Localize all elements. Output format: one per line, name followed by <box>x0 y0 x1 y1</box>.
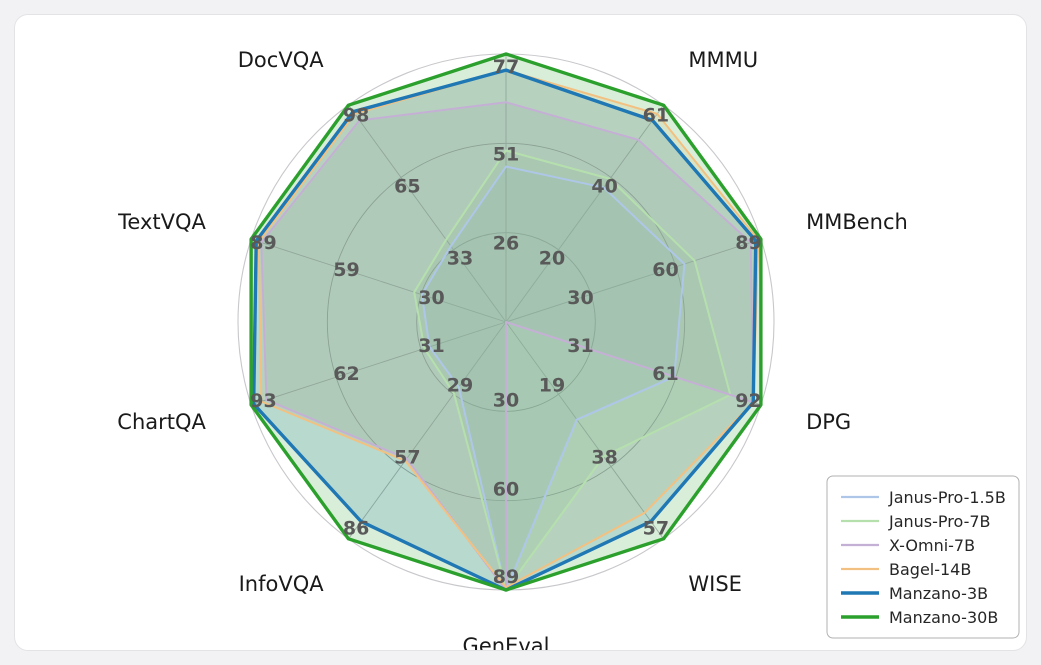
axis-tick-label: 89 <box>493 566 519 588</box>
axis-label-dpg: DPG <box>806 410 851 434</box>
axis-spoke <box>348 321 507 540</box>
axis-tick-label: 89 <box>250 232 276 254</box>
axis-label-wise: WISE <box>688 572 742 596</box>
axis-tick-label: 61 <box>652 363 678 385</box>
legend-label-6[interactable]: Manzano-30B <box>889 608 998 627</box>
axis-spoke <box>505 321 664 540</box>
series-area-1 <box>421 166 685 590</box>
axis-tick-label: 26 <box>493 233 519 255</box>
legend-label-1[interactable]: Janus-Pro-1.5B <box>888 488 1006 507</box>
axis-tick-label: 40 <box>591 175 617 197</box>
radar-chart: 26 51 77 20 40 61 30 60 89 31 61 92 19 38 57 30 60 89 29 57… <box>15 15 1026 651</box>
axis-label-docvqa: DocVQA <box>238 48 324 72</box>
chart-legend[interactable]: Janus-Pro-1.5B Janus-Pro-7B X-Omni-7B Bagel… <box>826 475 1020 639</box>
axis-spoke <box>250 238 507 323</box>
axis-tick-label: 77 <box>493 56 519 78</box>
axis-tick-label: 31 <box>567 335 593 357</box>
axis-tick-label: 61 <box>643 105 669 127</box>
tick-label-layer: 26 51 77 20 40 61 30 60 89 31 61 92 19 38 57 30 60 89 29 57… <box>250 56 761 588</box>
axis-label-geneval: GenEval <box>463 634 550 651</box>
axis-tick-label: 51 <box>493 143 519 165</box>
axis-spoke <box>505 238 762 323</box>
series-area-2 <box>414 150 731 591</box>
legend-label-5[interactable]: Manzano-3B <box>889 584 988 603</box>
series-line-6 <box>249 52 763 592</box>
legend-background <box>826 475 1020 639</box>
legend-label-3[interactable]: X-Omni-7B <box>889 536 975 555</box>
axis-tick-label: 29 <box>447 374 473 396</box>
legend-label-4[interactable]: Bagel-14B <box>889 560 971 579</box>
axis-spoke <box>348 104 507 323</box>
series-area-3 <box>261 102 754 591</box>
axis-label-chartqa: ChartQA <box>117 410 206 434</box>
axis-spoke <box>250 321 507 406</box>
axis-tick-label: 65 <box>394 175 420 197</box>
axis-label-textvqa: TextVQA <box>117 210 206 234</box>
axis-label-layer: MathvistaMMMUMMBenchDPGWISEGenEvalInfoVQ… <box>117 48 908 651</box>
axis-tick-label: 93 <box>250 390 276 412</box>
axis-tick-label: 60 <box>493 479 519 501</box>
axis-tick-label: 57 <box>394 447 420 469</box>
series-line-layer <box>249 52 763 592</box>
axis-tick-label: 30 <box>567 287 593 309</box>
axis-label-infovqa: InfoVQA <box>239 572 325 596</box>
axis-tick-label: 20 <box>539 248 565 270</box>
axis-tick-label: 59 <box>333 259 359 281</box>
radar-chart-svg: 26 51 77 20 40 61 30 60 89 31 61 92 19 38 57 30 60 89 29 57… <box>117 48 1020 651</box>
axis-tick-label: 38 <box>591 447 617 469</box>
axis-label-mmbench: MMBench <box>806 210 908 234</box>
axis-tick-label: 33 <box>447 248 473 270</box>
axis-tick-label: 86 <box>343 517 369 539</box>
series-line-4 <box>257 69 760 589</box>
axis-tick-label: 30 <box>418 287 444 309</box>
axis-tick-label: 19 <box>539 374 565 396</box>
axis-tick-label: 30 <box>493 389 519 411</box>
axis-tick-label: 89 <box>735 232 761 254</box>
axis-label-mmmu: MMMU <box>688 48 758 72</box>
axis-tick-label: 60 <box>652 259 678 281</box>
axis-tick-label: 98 <box>343 105 369 127</box>
axis-tick-label: 62 <box>333 363 359 385</box>
legend-label-2[interactable]: Janus-Pro-7B <box>888 512 991 531</box>
chart-card: 26 51 77 20 40 61 30 60 89 31 61 92 19 38 57 30 60 89 29 57… <box>14 14 1027 651</box>
axis-spoke <box>505 104 664 323</box>
series-area-5 <box>253 70 756 590</box>
series-area-4 <box>258 70 759 588</box>
axis-tick-label: 57 <box>643 517 669 539</box>
axis-tick-label: 31 <box>418 335 444 357</box>
axis-tick-label: 92 <box>735 390 761 412</box>
